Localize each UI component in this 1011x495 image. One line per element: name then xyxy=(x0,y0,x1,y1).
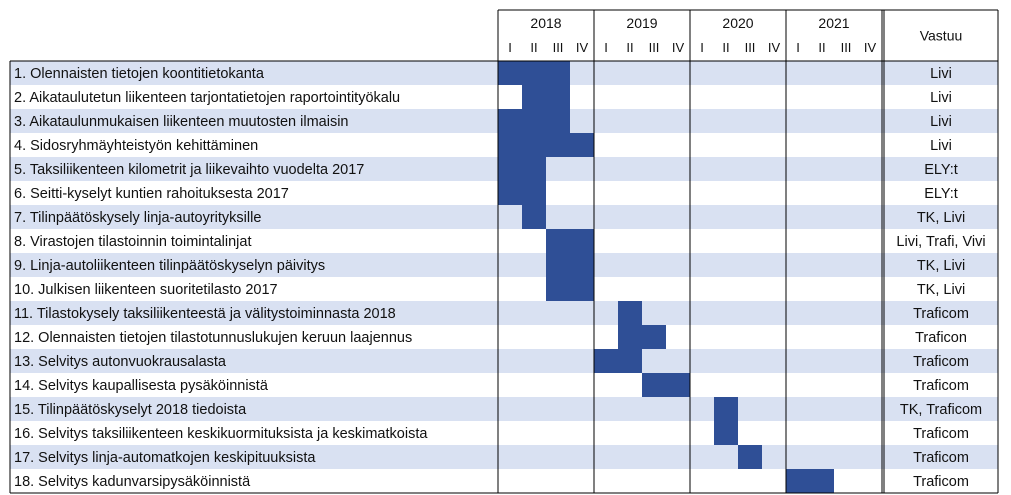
quarter-label: III xyxy=(649,40,660,55)
task-label: 1. Olennaisten tietojen koontitietokanta xyxy=(14,66,265,82)
gantt-bar xyxy=(714,397,738,421)
responsible-cell: Livi xyxy=(930,90,952,106)
responsible-cell: Traficom xyxy=(913,306,969,322)
year-label: 2020 xyxy=(722,15,753,31)
row-stripes xyxy=(10,61,998,469)
responsible-cell: TK, Livi xyxy=(917,258,965,274)
task-label: 12. Olennaisten tietojen tilastotunnuslu… xyxy=(14,330,412,346)
responsible-cell: TK, Livi xyxy=(917,210,965,226)
quarter-label: I xyxy=(508,40,512,55)
responsible-cell: Traficom xyxy=(913,450,969,466)
gantt-bar xyxy=(522,205,546,229)
responsible-cell: ELY:t xyxy=(924,162,958,178)
task-label: 10. Julkisen liikenteen suoritetilasto 2… xyxy=(14,282,278,298)
task-label: 13. Selvitys autonvuokrausalasta xyxy=(14,354,227,370)
task-label: 7. Tilinpäätöskysely linja-autoyrityksil… xyxy=(14,210,261,226)
gantt-bar xyxy=(714,421,738,445)
task-label: 15. Tilinpäätöskyselyt 2018 tiedoista xyxy=(14,402,247,418)
gantt-bar xyxy=(786,469,834,493)
task-label: 16. Selvitys taksiliikenteen keskikuormi… xyxy=(14,426,428,442)
task-label: 5. Taksiliikenteen kilometrit ja liikeva… xyxy=(14,162,364,178)
task-label: 14. Selvitys kaupallisesta pysäköinnistä xyxy=(14,378,269,394)
quarter-label: III xyxy=(553,40,564,55)
gantt-bar xyxy=(546,229,594,253)
gantt-bar xyxy=(618,325,666,349)
year-label: 2021 xyxy=(818,15,849,31)
task-label: 8. Virastojen tilastoinnin toimintalinja… xyxy=(14,234,252,250)
task-label: 2. Aikataulutetun liikenteen tarjontatie… xyxy=(14,90,400,106)
row-stripe xyxy=(10,349,998,373)
gantt-bar xyxy=(546,253,594,277)
responsible-cell: Livi xyxy=(930,66,952,82)
gantt-bar xyxy=(594,349,642,373)
responsible-cell: Traficom xyxy=(913,354,969,370)
row-stripe xyxy=(10,301,998,325)
task-label: 4. Sidosryhmäyhteistyön kehittäminen xyxy=(14,138,258,154)
year-label: 2019 xyxy=(626,15,657,31)
gantt-bar xyxy=(498,61,570,85)
responsible-header: Vastuu xyxy=(920,28,963,44)
quarter-label: II xyxy=(722,40,729,55)
quarter-label: II xyxy=(530,40,537,55)
responsible-cell: Traficom xyxy=(913,474,969,490)
quarter-label: I xyxy=(796,40,800,55)
row-stripe xyxy=(10,205,998,229)
responsible-cell: TK, Traficom xyxy=(900,402,982,418)
task-label: 6. Seitti-kyselyt kuntien rahoituksesta … xyxy=(14,186,289,202)
task-label: 11. Tilastokysely taksiliikenteestä ja v… xyxy=(14,306,396,322)
year-label: 2018 xyxy=(530,15,561,31)
gantt-bar xyxy=(498,157,546,181)
quarter-label: IV xyxy=(864,40,877,55)
quarter-label: I xyxy=(604,40,608,55)
grid-lines xyxy=(9,9,999,494)
quarter-label: II xyxy=(818,40,825,55)
responsible-cell: Livi xyxy=(930,138,952,154)
responsible-cell: TK, Livi xyxy=(917,282,965,298)
quarter-label: IV xyxy=(768,40,781,55)
quarter-label: II xyxy=(626,40,633,55)
gantt-bar xyxy=(618,301,642,325)
row-stripe xyxy=(10,253,998,277)
row-stripe xyxy=(10,397,998,421)
quarter-label: III xyxy=(841,40,852,55)
responsible-cell: Traficon xyxy=(915,330,967,346)
gantt-bars xyxy=(498,61,834,493)
task-label: 18. Selvitys kadunvarsipysäköinnistä xyxy=(14,474,251,490)
task-label: 9. Linja-autoliikenteen tilinpäätöskysel… xyxy=(14,258,325,274)
responsible-cell: Livi xyxy=(930,114,952,130)
row-stripe xyxy=(10,445,998,469)
gantt-bar xyxy=(498,181,546,205)
task-label: 17. Selvitys linja-automatkojen keskipit… xyxy=(14,450,316,466)
gantt-bar xyxy=(738,445,762,469)
task-labels: 1. Olennaisten tietojen koontitietokanta… xyxy=(14,66,986,490)
quarter-label: IV xyxy=(672,40,685,55)
task-label: 3. Aikataulunmukaisen liikenteen muutost… xyxy=(14,114,349,130)
quarter-label: I xyxy=(700,40,704,55)
quarter-label: IV xyxy=(576,40,589,55)
gantt-bar xyxy=(498,133,594,157)
responsible-cell: Traficom xyxy=(913,426,969,442)
gantt-bar xyxy=(642,373,690,397)
gantt-bar xyxy=(498,109,570,133)
responsible-cell: ELY:t xyxy=(924,186,958,202)
quarter-label: III xyxy=(745,40,756,55)
responsible-cell: Livi, Trafi, Vivi xyxy=(896,234,985,250)
gantt-bar xyxy=(546,277,594,301)
responsible-cell: Traficom xyxy=(913,378,969,394)
gantt-bar xyxy=(522,85,570,109)
